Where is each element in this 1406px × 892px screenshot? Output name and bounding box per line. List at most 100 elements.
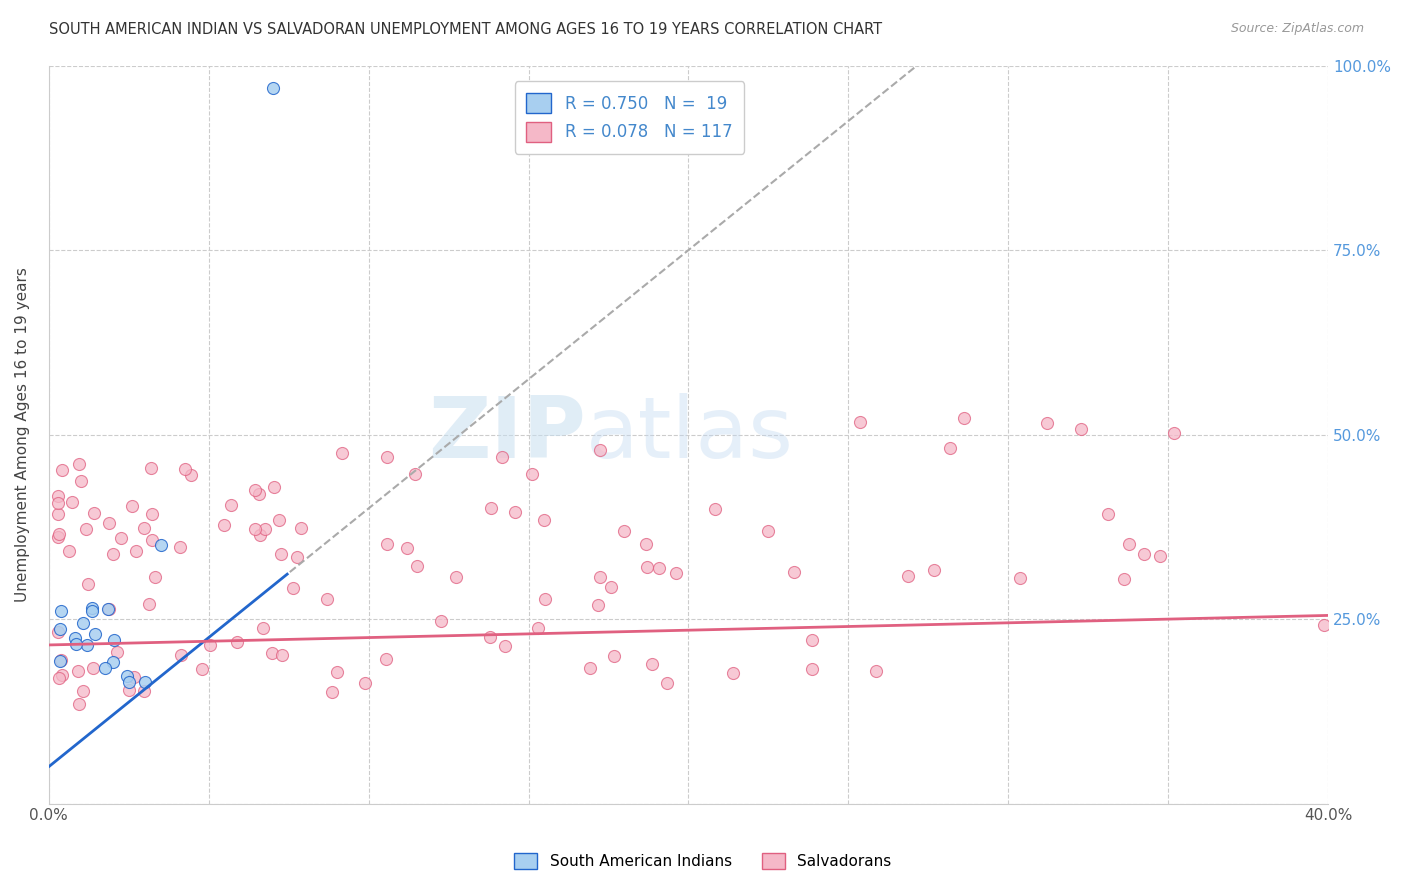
Point [170,648,193,663]
Point [897,569,920,583]
Point [48,527,70,541]
Point [263,480,285,494]
Point [94,661,117,675]
Point [406,559,429,574]
Point [600,580,623,594]
Point [375,537,398,551]
Point [76,638,98,652]
Legend: South American Indians, Salvadorans: South American Indians, Salvadorans [509,847,897,875]
Point [254,522,277,536]
Point [849,415,872,429]
Point [66,664,89,678]
Point [83,507,105,521]
Point [491,450,513,464]
Point [49,604,72,618]
Point [648,560,671,574]
Point [60,495,83,509]
Point [51,463,73,477]
Point [97,602,120,616]
Point [353,676,375,690]
Point [46,529,69,543]
Point [141,507,163,521]
Point [330,446,353,460]
Point [533,513,555,527]
Point [505,505,527,519]
Point [110,531,132,545]
Point [149,538,172,552]
Point [63,631,86,645]
Point [198,638,221,652]
Point [121,499,143,513]
Text: atlas: atlas [586,393,794,476]
Point [589,442,612,457]
Point [249,527,271,541]
Point [586,598,609,612]
Point [225,635,247,649]
Y-axis label: Unemployment Among Ages 16 to 19 years: Unemployment Among Ages 16 to 19 years [15,268,30,602]
Point [1036,416,1059,430]
Point [105,645,128,659]
Text: ZIP: ZIP [429,393,586,476]
Point [46,507,69,521]
Point [72,684,94,698]
Point [77,577,100,591]
Point [756,524,779,538]
Point [269,513,291,527]
Point [1149,549,1171,563]
Point [1118,537,1140,551]
Point [101,656,124,670]
Point [132,521,155,535]
Point [1163,425,1185,440]
Point [375,450,398,465]
Point [46,489,69,503]
Point [430,614,453,628]
Point [801,662,824,676]
Point [783,566,806,580]
Point [169,540,191,554]
Point [613,524,636,539]
Point [636,537,658,551]
Point [118,674,141,689]
Point [180,468,202,483]
Point [395,541,418,555]
Point [101,547,124,561]
Point [69,474,91,488]
Point [479,631,502,645]
Point [262,80,284,95]
Point [65,637,87,651]
Point [922,563,945,577]
Point [115,669,138,683]
Point [655,676,678,690]
Point [1112,573,1135,587]
Point [83,627,105,641]
Point [534,591,557,606]
Point [270,648,292,663]
Point [603,649,626,664]
Point [520,467,543,481]
Point [290,521,312,535]
Point [118,682,141,697]
Point [243,522,266,536]
Text: Source: ZipAtlas.com: Source: ZipAtlas.com [1230,22,1364,36]
Point [636,560,658,574]
Point [953,410,976,425]
Point [141,533,163,548]
Point [285,549,308,564]
Point [145,570,167,584]
Point [80,601,103,615]
Point [703,501,725,516]
Point [214,518,236,533]
Point [49,654,72,668]
Point [98,602,121,616]
Point [444,570,467,584]
Point [125,544,148,558]
Point [865,664,887,678]
Point [375,651,398,665]
Point [1010,571,1032,585]
Point [219,498,242,512]
Point [72,615,94,630]
Point [67,697,90,711]
Point [1133,547,1156,561]
Point [1313,618,1336,632]
Point [801,633,824,648]
